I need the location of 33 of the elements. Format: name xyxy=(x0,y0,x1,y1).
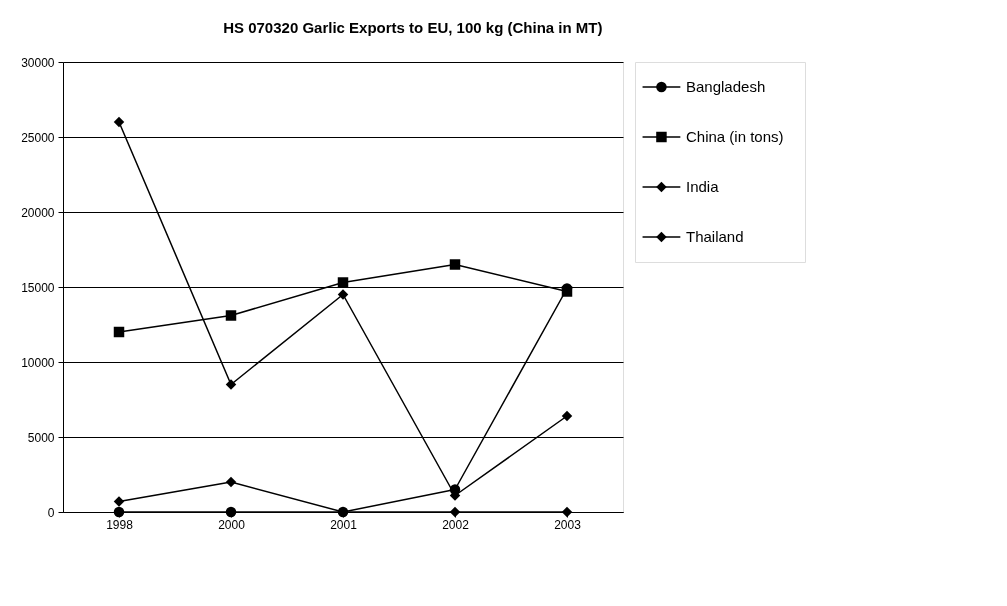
point xyxy=(113,116,125,128)
point xyxy=(113,496,125,507)
legend-label: Thailand xyxy=(686,228,744,245)
point xyxy=(337,506,349,518)
point xyxy=(225,310,237,321)
x-tick-label: 1998 xyxy=(106,517,134,532)
point xyxy=(113,506,125,518)
point xyxy=(561,506,573,518)
point xyxy=(449,259,461,270)
point xyxy=(449,506,461,518)
y-tick-label: 5000 xyxy=(27,430,55,445)
y-tick-label: 10000 xyxy=(21,355,55,370)
x-tick-label: 2002 xyxy=(442,517,470,532)
chart-title: HS 070320 Garlic Exports to EU, 100 kg (China in MT) xyxy=(223,18,603,36)
legend-label: China (in tons) xyxy=(686,128,784,145)
y-tick-label: 0 xyxy=(47,505,55,520)
point xyxy=(225,476,237,488)
y-tick-label: 25000 xyxy=(21,130,55,145)
y-tick-label: 20000 xyxy=(21,205,55,220)
x-tick-label: 2001 xyxy=(330,517,358,532)
point xyxy=(225,379,237,390)
x-tick-label: 2003 xyxy=(554,517,582,532)
point xyxy=(561,410,573,422)
point xyxy=(113,326,125,338)
point xyxy=(449,484,461,495)
y-tick-label: 30000 xyxy=(21,55,55,70)
y-tick-label: 15000 xyxy=(21,280,55,295)
point xyxy=(337,289,349,300)
point xyxy=(337,277,349,288)
x-tick-label: 2000 xyxy=(218,517,246,532)
point xyxy=(225,506,237,518)
legend-label: India xyxy=(686,178,720,195)
legend-label: Bangladesh xyxy=(686,78,766,95)
